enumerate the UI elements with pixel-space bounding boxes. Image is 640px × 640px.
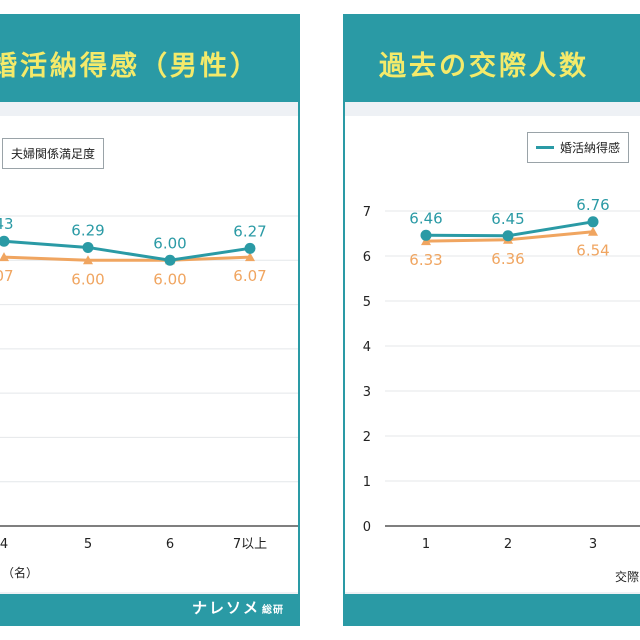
data-label: 07 (0, 267, 14, 285)
right-legend-label: 婚活納得感 (560, 141, 621, 155)
data-label: 6.46 (409, 209, 442, 227)
x-tick-label: 7以上 (233, 537, 267, 552)
data-label: 6.54 (576, 242, 609, 260)
data-label: 6.33 (409, 251, 442, 269)
data-label: 6.45 (491, 210, 524, 228)
data-label: 6.27 (233, 222, 266, 240)
data-point-orange (588, 226, 598, 236)
data-point-teal (82, 241, 94, 253)
left-legend-label: 夫婦関係満足度 (11, 147, 96, 161)
y-tick-label: 6 (363, 250, 371, 265)
x-tick-label: 1 (422, 537, 430, 552)
data-label: 6.00 (71, 270, 104, 288)
data-point-orange (245, 252, 255, 262)
series-line-orange (3, 255, 251, 262)
y-tick-label: 1 (363, 475, 371, 490)
left-chart-panel: 婚活納得感（男性） 夫婦関係満足度 4 5 6 7以上 07 6.00 6.00 6.07 43… (0, 14, 300, 626)
series-line-teal (3, 239, 251, 262)
data-point-teal (0, 235, 10, 247)
data-point-teal (244, 242, 256, 254)
data-point-teal (420, 229, 432, 241)
data-label: 6.00 (153, 234, 186, 252)
right-chart-banner: 過去の交際人数 (345, 16, 640, 102)
y-tick-label: 7 (363, 205, 371, 220)
x-tick-label: 2 (504, 537, 512, 552)
right-chart-title: 過去の交際人数 (379, 51, 589, 82)
data-label: 6.36 (491, 250, 524, 268)
right-footer-bar (345, 594, 640, 624)
left-x-axis-title: （名） (2, 566, 39, 580)
x-tick-label: 5 (84, 537, 92, 552)
right-x-axis-title: 交際 (615, 570, 640, 584)
data-point-teal (164, 254, 176, 266)
data-point-orange (83, 255, 93, 265)
left-plot-area (0, 116, 298, 592)
data-point-teal (502, 230, 514, 242)
brand-logo: ナレソメ 総研 (191, 599, 284, 617)
left-chart-banner: 婚活納得感（男性） (0, 16, 298, 102)
left-legend: 夫婦関係満足度 (2, 138, 105, 169)
data-label: 43 (0, 215, 14, 233)
y-tick-label: 5 (363, 295, 371, 310)
data-label: 6.29 (71, 221, 104, 239)
left-chart-title: 婚活納得感（男性） (0, 51, 260, 82)
data-point-teal (587, 216, 599, 228)
right-line-chart: 0 1 2 3 4 5 6 7 1 2 3 6.33 6.36 6.54 6.46 6.45 6.76 (363, 196, 640, 552)
x-tick-label: 6 (166, 537, 174, 552)
data-point-orange (0, 252, 9, 262)
legend-swatch-teal (536, 146, 554, 149)
y-tick-label: 0 (363, 520, 371, 535)
y-tick-label: 2 (363, 430, 371, 445)
data-label: 6.07 (233, 267, 266, 285)
x-tick-label: 3 (589, 537, 597, 552)
left-line-chart: 4 5 6 7以上 07 6.00 6.00 6.07 43 6.29 6.00 6.27 (0, 215, 298, 552)
left-footer-bar: ナレソメ 総研 (0, 594, 298, 624)
y-tick-label: 3 (363, 385, 371, 400)
right-chart-panel: 過去の交際人数 婚活納得感 0 1 2 3 4 5 6 7 1 2 3 6.33 6.36 6.54 6.4… (343, 14, 640, 626)
right-plot-area (345, 116, 640, 592)
right-legend: 婚活納得感 (527, 132, 630, 163)
data-label: 6.00 (153, 270, 186, 288)
x-tick-label: 4 (0, 537, 8, 552)
y-tick-label: 4 (363, 340, 371, 355)
data-label: 6.76 (576, 196, 609, 214)
